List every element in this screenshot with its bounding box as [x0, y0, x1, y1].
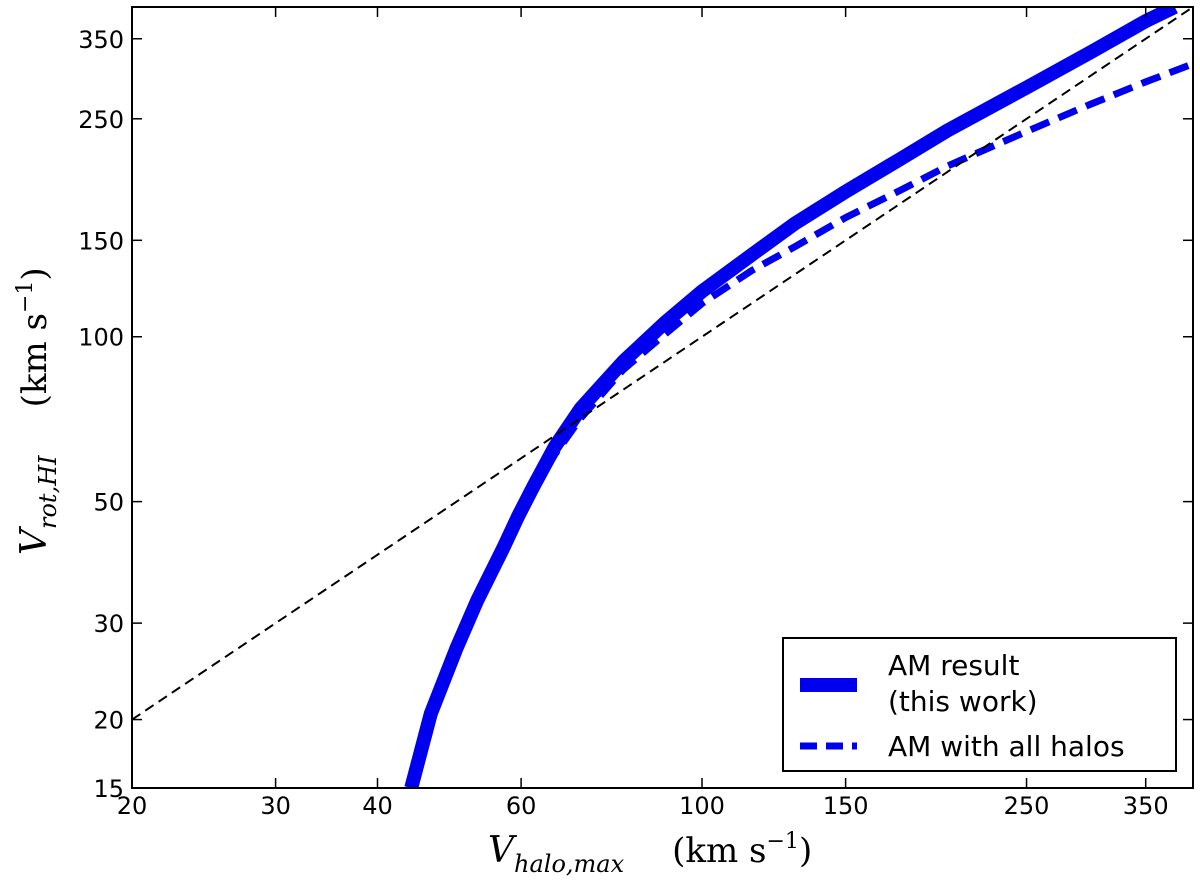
axis-symbol: V [14, 525, 55, 555]
series-line-3 [132, 7, 1193, 721]
x-tick-label: 250 [1004, 792, 1050, 820]
svg-text:Vhalo,max(km s−1): Vhalo,max (km s−1) [488, 829, 812, 878]
x-tick-label: 100 [679, 792, 725, 820]
axis-unit: (km s [672, 831, 766, 871]
y-tick-label: 150 [78, 227, 124, 255]
legend-label-1: AM result (this work) [888, 649, 1038, 718]
y-tick-label: 100 [78, 324, 124, 352]
y-tick-label: 50 [93, 489, 124, 517]
y-tick-label: 20 [93, 707, 124, 735]
axis-subscript: halo,max [514, 850, 625, 878]
axis-unit-close: ) [15, 267, 55, 280]
axis-unit-exponent: −1 [767, 829, 799, 854]
axis-unit-close: ) [799, 831, 812, 871]
axis-subscript: rot,HI [34, 455, 62, 529]
legend-box [782, 637, 1177, 772]
x-tick-label: 40 [362, 792, 393, 820]
y-tick-label: 350 [78, 26, 124, 54]
axis-symbol: V [488, 830, 518, 871]
y-tick-label: 15 [93, 775, 124, 803]
x-tick-label: 60 [506, 792, 537, 820]
y-tick-label: 250 [78, 106, 124, 134]
y-axis-label: Vrot,HI (km s−1) [13, 267, 62, 555]
x-axis-label: Vhalo,max (km s−1) [488, 829, 812, 878]
svg-text:Vrot,HI(km s−1): Vrot,HI (km s−1) [13, 267, 62, 555]
y-tick-label: 30 [93, 610, 124, 638]
x-tick-label: 150 [823, 792, 869, 820]
legend-label-2: AM with all halos [888, 730, 1125, 763]
x-tick-label: 350 [1123, 792, 1169, 820]
axis-unit: (km s [15, 313, 55, 407]
axis-unit-exponent: −1 [13, 281, 38, 313]
x-tick-label: 30 [260, 792, 291, 820]
series-line-2 [474, 60, 1193, 603]
plot-frame [131, 6, 1194, 789]
legend: AM result (this work) AM with all halos [782, 637, 1177, 772]
x-tick-label: 20 [117, 792, 148, 820]
